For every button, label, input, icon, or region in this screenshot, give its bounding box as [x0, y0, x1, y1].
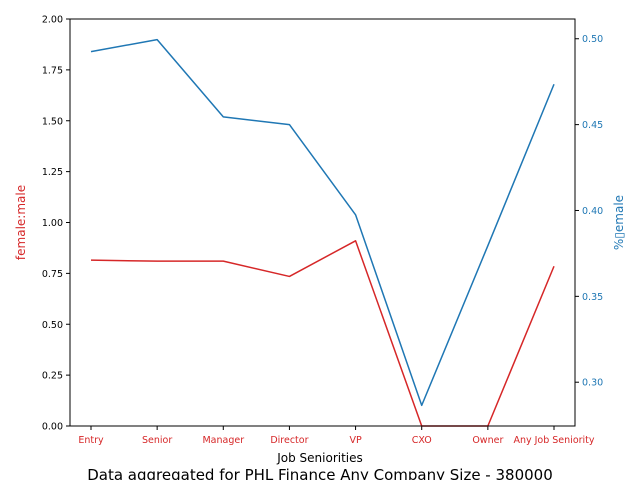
left-y-tick-label: 1.00 — [42, 218, 63, 229]
left-y-tick-label: 0.50 — [42, 320, 63, 331]
x-tick-label: Owner — [472, 435, 503, 446]
left-y-tick-label: 1.25 — [42, 167, 63, 178]
left-y-tick-label: 0.00 — [42, 422, 63, 433]
right-y-tick-label: 0.30 — [582, 378, 603, 389]
x-axis: Entry Senior Manager Director VP CXO Owner Any … — [78, 426, 595, 446]
left-y-tick-label: 2.00 — [42, 15, 63, 26]
right-y-axis-label: %▯emale — [612, 195, 626, 250]
right-y-tick-label: 0.35 — [582, 292, 603, 303]
right-y-tick-label: 0.50 — [582, 34, 603, 45]
x-tick-label: Manager — [202, 435, 244, 446]
left-y-axis-label: female:male — [14, 185, 28, 260]
right-y-tick-label: 0.45 — [582, 120, 603, 131]
x-tick-label: CXO — [412, 435, 432, 446]
right-y-tick-label: 0.40 — [582, 206, 603, 217]
plot-frame — [69, 18, 576, 427]
chart-title: Data aggregated for PHL Finance Any Comp… — [87, 466, 553, 480]
series-line-pct-female — [90, 38, 555, 407]
x-tick-label: Entry — [78, 435, 104, 446]
x-axis-label: Job Seniorities — [276, 451, 363, 465]
x-tick-label: VP — [349, 435, 361, 446]
right-y-axis: 0.30 0.35 0.40 0.45 0.50 — [575, 34, 603, 389]
left-y-tick-label: 0.25 — [42, 371, 63, 382]
left-y-tick-label: 1.50 — [42, 116, 63, 127]
x-tick-label: Any Job Seniority — [513, 435, 594, 446]
x-tick-label: Director — [270, 435, 308, 446]
left-y-tick-label: 0.75 — [42, 269, 63, 280]
left-y-axis: 0.00 0.25 0.50 0.75 1.00 1.25 1.50 1.75 2.00 — [42, 15, 70, 433]
x-tick-label: Senior — [142, 435, 172, 446]
left-y-tick-label: 1.75 — [42, 65, 63, 76]
